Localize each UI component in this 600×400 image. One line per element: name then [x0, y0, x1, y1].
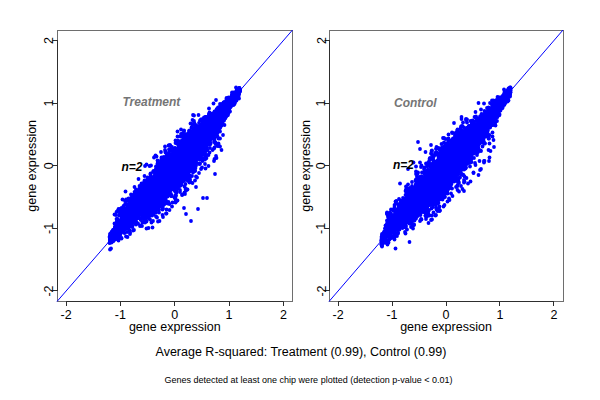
svg-text:2: 2 [280, 308, 287, 322]
svg-text:2: 2 [42, 37, 56, 44]
svg-text:-1: -1 [42, 223, 56, 234]
svg-text:Genes detected at least one ch: Genes detected at least one chip were pl… [165, 375, 453, 385]
svg-text:-1: -1 [386, 308, 397, 322]
svg-text:gene expression: gene expression [299, 120, 313, 212]
svg-text:1: 1 [226, 308, 233, 322]
svg-text:-1: -1 [315, 223, 329, 234]
svg-text:gene expression: gene expression [129, 320, 221, 334]
svg-text:1: 1 [42, 100, 56, 107]
svg-text:n=2: n=2 [393, 158, 414, 172]
svg-text:2: 2 [550, 308, 557, 322]
svg-text:1: 1 [315, 100, 329, 107]
svg-text:0: 0 [315, 162, 329, 169]
svg-text:Average R-squared: Treatment (: Average R-squared: Treatment (0.99), Con… [156, 345, 447, 359]
svg-text:1: 1 [497, 308, 504, 322]
svg-text:Treatment: Treatment [123, 95, 182, 109]
svg-text:gene expression: gene expression [25, 120, 39, 212]
svg-text:gene expression: gene expression [400, 320, 492, 334]
svg-text:-2: -2 [315, 285, 329, 296]
svg-text:Control: Control [394, 96, 437, 110]
svg-text:-2: -2 [333, 308, 344, 322]
svg-text:n=2: n=2 [122, 160, 143, 174]
svg-text:0: 0 [42, 162, 56, 169]
svg-text:-2: -2 [61, 308, 72, 322]
svg-text:-2: -2 [42, 285, 56, 296]
svg-text:2: 2 [315, 37, 329, 44]
svg-text:-1: -1 [115, 308, 126, 322]
